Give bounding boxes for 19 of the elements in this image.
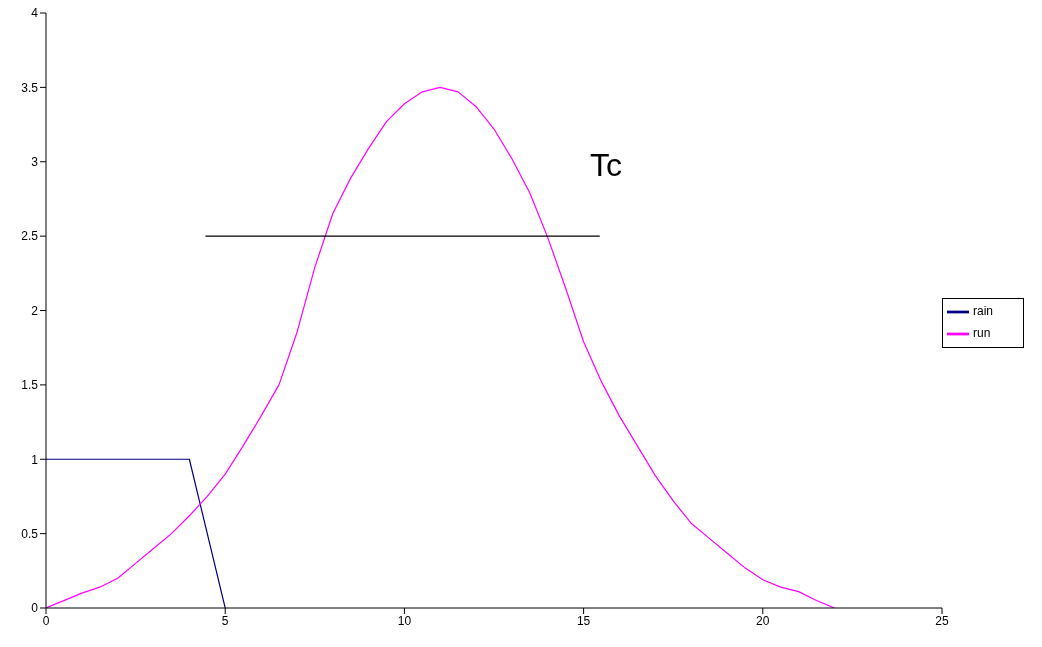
y-tick-label: 0 bbox=[31, 601, 39, 616]
y-tick-label: 2.5 bbox=[21, 229, 39, 244]
y-tick-label: 2 bbox=[31, 303, 39, 318]
y-tick-label: 1.5 bbox=[21, 378, 39, 393]
y-tick-label: 0.5 bbox=[21, 526, 39, 541]
x-tick-label: 25 bbox=[935, 613, 949, 628]
y-tick-label: 3.5 bbox=[21, 80, 39, 95]
legend-label: rain bbox=[973, 304, 994, 319]
x-tick-label: 0 bbox=[42, 613, 50, 628]
y-tick-label: 1 bbox=[31, 452, 39, 467]
x-tick-label: 20 bbox=[756, 613, 770, 628]
y-tick-label: 3 bbox=[31, 155, 39, 170]
x-tick-label: 15 bbox=[576, 613, 591, 628]
line-series bbox=[46, 86, 836, 608]
x-tick-label: 10 bbox=[397, 613, 412, 628]
legend-label: run bbox=[973, 326, 991, 341]
annotation: Tc bbox=[590, 147, 622, 183]
x-tick-label: 5 bbox=[221, 613, 229, 628]
y-tick-label: 4 bbox=[31, 6, 39, 21]
